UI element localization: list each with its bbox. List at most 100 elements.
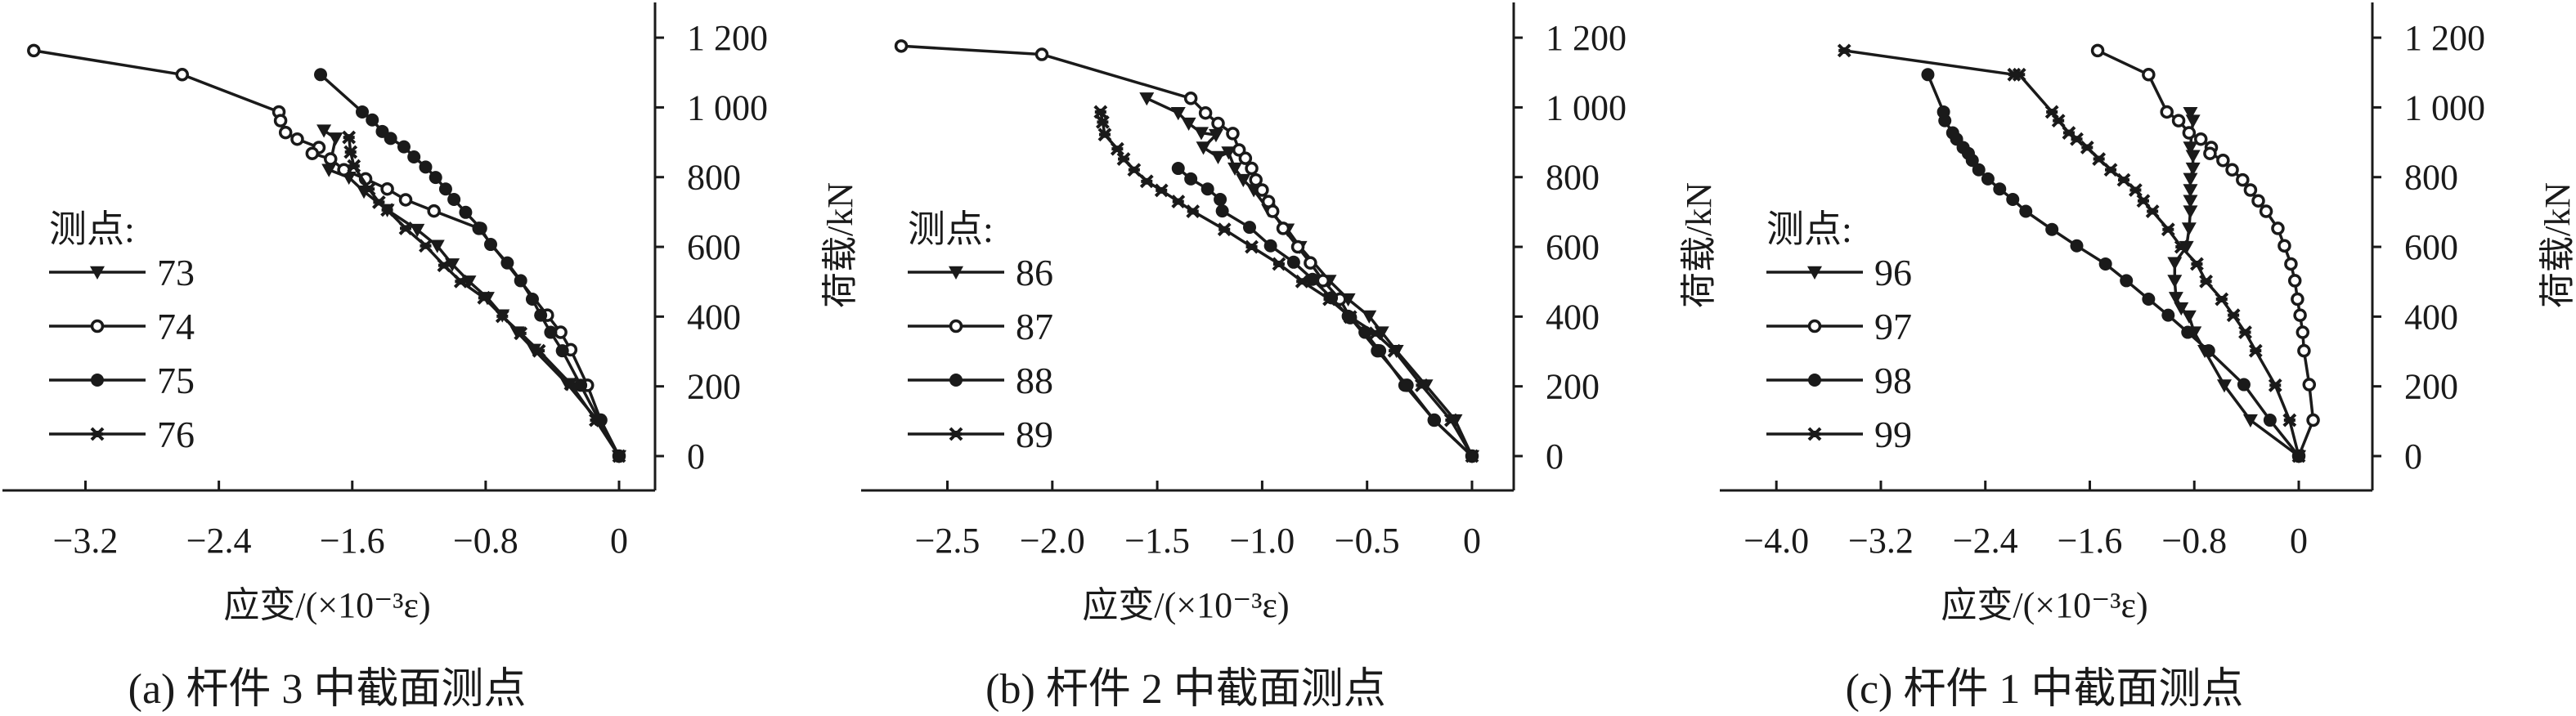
data-point-99-core — [2055, 117, 2062, 124]
data-point-97 — [2306, 413, 2320, 427]
legend-marker-76-core — [94, 431, 101, 437]
data-point-99-core — [2218, 296, 2225, 303]
data-point-97 — [2291, 292, 2304, 307]
data-point-86 — [1221, 146, 1236, 160]
data-point-97 — [2302, 378, 2317, 392]
data-point-74 — [380, 181, 394, 196]
data-point-98 — [1993, 182, 2007, 196]
data-point-87 — [1255, 183, 1269, 197]
series-line-87 — [900, 44, 1474, 458]
data-point-89-core — [1275, 260, 1282, 267]
data-point-75 — [544, 325, 558, 339]
x-tick-label: −1.6 — [2058, 521, 2123, 561]
data-point-73 — [321, 163, 337, 177]
data-point-97 — [2236, 172, 2250, 187]
x-tick-label: −1.0 — [1229, 521, 1295, 561]
data-point-75 — [314, 68, 328, 82]
data-point-75 — [525, 293, 539, 307]
data-point-76-core — [536, 347, 543, 355]
data-point-76-core — [350, 163, 357, 170]
data-point-89-core — [1371, 329, 1379, 337]
legend: 测点: 96 97 98 99 — [1766, 208, 1912, 455]
data-point-97 — [2225, 163, 2239, 177]
data-point-99-core — [2252, 347, 2260, 355]
y-tick-label: 0 — [1546, 436, 1564, 477]
data-point-97 — [2193, 132, 2208, 146]
data-point-74 — [427, 204, 441, 218]
legend-marker-86 — [949, 266, 963, 280]
data-point-97 — [2278, 239, 2291, 253]
data-point-87 — [1226, 127, 1240, 141]
data-point-74 — [175, 68, 190, 82]
data-point-87 — [1183, 92, 1198, 105]
series-87 — [894, 39, 1479, 463]
series-89 — [1093, 105, 1479, 463]
data-point-88 — [1263, 239, 1277, 253]
legend-label: 75 — [157, 360, 195, 401]
series-line-75 — [319, 73, 621, 457]
data-point-98 — [1981, 172, 1995, 186]
data-point-86 — [1193, 127, 1209, 141]
data-point-97 — [2259, 204, 2273, 218]
series-line-98 — [1926, 74, 2300, 458]
x-tick-label: −2.0 — [1020, 521, 1085, 561]
data-point-89-core — [1120, 155, 1128, 163]
legend-marker-74 — [90, 319, 105, 333]
x-tick-label: −0.8 — [453, 521, 518, 561]
legend-marker-98 — [1808, 374, 1821, 387]
data-point-99-core — [2178, 244, 2185, 251]
legend-title: 测点: — [1766, 208, 1852, 250]
data-point-97 — [2182, 126, 2197, 140]
data-point-88 — [1305, 272, 1319, 286]
x-tick-label: −2.4 — [186, 521, 252, 561]
x-axis-title: 应变/(×10⁻³ε) — [1082, 585, 1289, 625]
data-point-89-core — [1447, 417, 1455, 424]
data-point-73 — [410, 223, 425, 238]
x-tick-label: −3.2 — [1848, 521, 1914, 561]
data-point-99-core — [2286, 417, 2293, 424]
y-axis-title: 荷载/kN — [1679, 182, 1719, 308]
data-point-97 — [2251, 194, 2265, 208]
series-line-74 — [34, 49, 621, 457]
data-point-89-core — [1130, 166, 1138, 173]
data-point-73 — [316, 124, 332, 138]
chart-panel-2: −4.0 −3.2 −2.4 −1.6 −0.8 0 0 200 400 600 800 1 000 1… — [1720, 2, 2576, 713]
data-point-89-core — [1418, 382, 1425, 389]
data-point-99-core — [2084, 144, 2091, 151]
panel-caption: (a) 杆件 3 中截面测点 — [128, 666, 527, 713]
data-point-96 — [2183, 172, 2198, 186]
data-point-74 — [324, 152, 338, 166]
y-tick-label: 0 — [687, 436, 705, 477]
panel-caption: (c) 杆件 1 中截面测点 — [1846, 666, 2244, 713]
data-point-88 — [1184, 172, 1198, 186]
x-tick-label: 0 — [1463, 521, 1481, 561]
data-point-98 — [2201, 344, 2215, 358]
data-point-75 — [366, 113, 379, 127]
data-point-89-core — [1299, 278, 1306, 285]
data-point-75 — [534, 308, 548, 322]
legend-label: 97 — [1874, 306, 1912, 347]
data-point-87 — [1249, 172, 1263, 187]
data-point-98 — [2098, 257, 2112, 271]
data-point-97 — [2284, 257, 2298, 271]
legend-label: 74 — [157, 306, 195, 347]
data-point-98 — [1921, 68, 1935, 82]
data-point-96 — [2174, 302, 2189, 316]
data-point-96 — [2183, 184, 2198, 198]
panel-caption: (b) 杆件 2 中截面测点 — [985, 666, 1386, 713]
data-point-75 — [500, 256, 514, 270]
legend-label: 98 — [1874, 360, 1912, 401]
data-point-73 — [328, 132, 343, 146]
data-point-96 — [2183, 195, 2198, 208]
x-tick-label: 0 — [610, 521, 628, 561]
y-tick-label: 1 200 — [1546, 18, 1627, 58]
legend-marker-97 — [1807, 319, 1822, 333]
data-point-75 — [429, 171, 442, 185]
data-point-99-core — [2202, 278, 2210, 285]
series-line-88 — [1177, 167, 1474, 458]
data-point-75 — [407, 150, 421, 163]
data-point-89-core — [1174, 198, 1182, 205]
data-point-98 — [2120, 274, 2134, 288]
data-point-99-core — [2065, 129, 2072, 136]
data-point-76-core — [347, 149, 354, 156]
